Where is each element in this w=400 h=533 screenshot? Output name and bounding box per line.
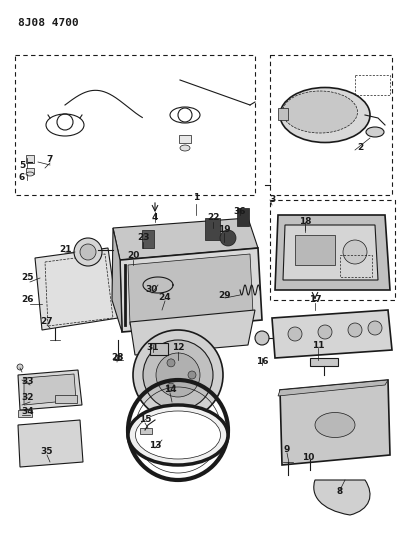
Polygon shape bbox=[272, 310, 392, 358]
Circle shape bbox=[17, 364, 23, 370]
Ellipse shape bbox=[136, 411, 220, 459]
Polygon shape bbox=[280, 380, 390, 465]
Circle shape bbox=[220, 230, 236, 246]
Circle shape bbox=[368, 321, 382, 335]
Circle shape bbox=[167, 359, 175, 367]
Bar bbox=[295, 235, 335, 265]
Bar bbox=[142, 230, 154, 248]
Text: 9: 9 bbox=[284, 446, 290, 455]
Text: 5: 5 bbox=[19, 160, 25, 169]
Ellipse shape bbox=[128, 405, 228, 465]
Ellipse shape bbox=[180, 145, 190, 151]
Text: 14: 14 bbox=[164, 385, 176, 394]
Circle shape bbox=[188, 371, 196, 379]
Text: 15: 15 bbox=[139, 416, 151, 424]
Text: 2: 2 bbox=[357, 143, 363, 152]
Polygon shape bbox=[278, 380, 388, 396]
Text: 19: 19 bbox=[218, 225, 230, 235]
Circle shape bbox=[255, 331, 269, 345]
Bar bbox=[150, 343, 168, 355]
Text: 27: 27 bbox=[41, 318, 53, 327]
Text: 25: 25 bbox=[21, 273, 33, 282]
Bar bbox=[15, 55, 255, 195]
Text: 7: 7 bbox=[47, 156, 53, 165]
Text: 29: 29 bbox=[219, 290, 231, 300]
Text: 22: 22 bbox=[207, 214, 219, 222]
Bar bbox=[355, 75, 390, 95]
Bar bbox=[26, 155, 34, 163]
Polygon shape bbox=[130, 310, 255, 355]
Text: 10: 10 bbox=[302, 454, 314, 463]
Ellipse shape bbox=[366, 127, 384, 137]
Text: 6: 6 bbox=[19, 173, 25, 182]
Polygon shape bbox=[24, 374, 76, 405]
Polygon shape bbox=[113, 218, 258, 260]
Text: 36: 36 bbox=[234, 207, 246, 216]
Circle shape bbox=[288, 327, 302, 341]
Circle shape bbox=[133, 330, 223, 420]
Text: 12: 12 bbox=[172, 343, 184, 352]
Bar bbox=[115, 355, 121, 360]
Bar bbox=[205, 218, 220, 240]
Text: 8: 8 bbox=[337, 488, 343, 497]
Polygon shape bbox=[18, 370, 82, 410]
Ellipse shape bbox=[280, 87, 370, 142]
Polygon shape bbox=[18, 420, 83, 467]
Bar bbox=[270, 55, 392, 195]
Bar bbox=[140, 428, 152, 434]
Text: 33: 33 bbox=[22, 377, 34, 386]
Text: 11: 11 bbox=[312, 341, 324, 350]
Text: 35: 35 bbox=[41, 448, 53, 456]
Bar bbox=[55, 395, 77, 403]
Bar bbox=[26, 168, 34, 174]
Text: 31: 31 bbox=[147, 343, 159, 352]
Bar bbox=[18, 410, 32, 417]
Text: 16: 16 bbox=[256, 358, 268, 367]
Circle shape bbox=[343, 240, 367, 264]
Text: 17: 17 bbox=[309, 295, 321, 304]
Circle shape bbox=[348, 323, 362, 337]
Text: 30: 30 bbox=[146, 286, 158, 295]
Text: 18: 18 bbox=[299, 217, 311, 227]
Bar bbox=[270, 200, 395, 300]
Circle shape bbox=[80, 244, 96, 260]
Bar bbox=[310, 358, 338, 366]
Ellipse shape bbox=[315, 413, 355, 438]
Polygon shape bbox=[275, 215, 390, 290]
Bar bbox=[237, 208, 249, 226]
Text: 1: 1 bbox=[193, 192, 199, 201]
Circle shape bbox=[156, 353, 200, 397]
Text: 3: 3 bbox=[269, 196, 275, 205]
PathPatch shape bbox=[314, 480, 370, 515]
Text: 26: 26 bbox=[21, 295, 33, 304]
Bar bbox=[179, 135, 191, 143]
Text: 20: 20 bbox=[127, 252, 139, 261]
Polygon shape bbox=[283, 225, 378, 280]
Text: 24: 24 bbox=[159, 294, 171, 303]
Polygon shape bbox=[35, 248, 118, 330]
Ellipse shape bbox=[282, 91, 358, 133]
Polygon shape bbox=[128, 254, 253, 325]
Circle shape bbox=[167, 383, 175, 391]
Text: 8J08 4700: 8J08 4700 bbox=[18, 18, 79, 28]
Text: 32: 32 bbox=[22, 393, 34, 402]
Text: 28: 28 bbox=[111, 353, 123, 362]
Text: 23: 23 bbox=[137, 233, 149, 243]
Text: 21: 21 bbox=[59, 246, 71, 254]
Ellipse shape bbox=[26, 172, 34, 176]
Circle shape bbox=[318, 325, 332, 339]
Text: 34: 34 bbox=[22, 408, 34, 416]
Polygon shape bbox=[120, 248, 262, 332]
Text: 13: 13 bbox=[149, 440, 161, 449]
Bar bbox=[278, 108, 288, 120]
Text: 4: 4 bbox=[152, 214, 158, 222]
Polygon shape bbox=[112, 228, 122, 332]
Bar bbox=[340, 255, 372, 277]
Circle shape bbox=[74, 238, 102, 266]
Circle shape bbox=[143, 340, 213, 410]
